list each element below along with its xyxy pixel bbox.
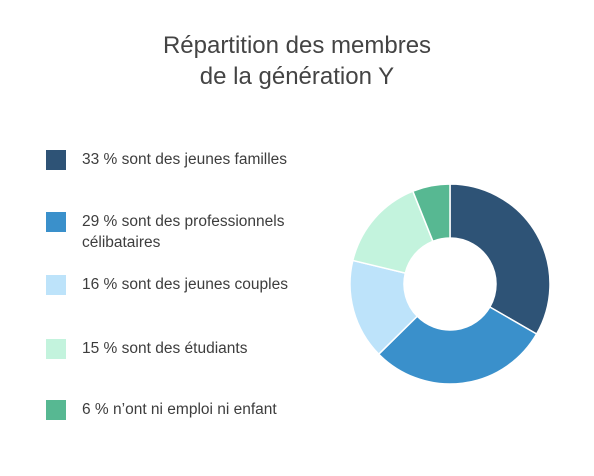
legend-swatch-etudiants — [46, 339, 66, 359]
legend-swatch-jeunes-familles — [46, 150, 66, 170]
legend-swatch-jeunes-couples — [46, 275, 66, 295]
legend-label-etudiants: 15 % sont des étudiants — [82, 340, 248, 357]
legend-swatch-professionnels-celibataires — [46, 212, 66, 232]
chart-title: Répartition des membres de la génération… — [0, 30, 594, 92]
donut-chart — [349, 183, 551, 385]
legend-label-sans-emploi-ni-enfant: 6 % n’ont ni emploi ni enfant — [82, 401, 277, 418]
legend-label-jeunes-couples: 16 % sont des jeunes couples — [82, 276, 288, 293]
slice-professionnels-celibataires — [377, 305, 538, 385]
legend-label-professionnels-celibataires: 29 % sont des professionnels célibataire… — [82, 213, 285, 251]
legend-swatch-sans-emploi-ni-enfant — [46, 400, 66, 420]
chart-title-line-1: Répartition des membres — [162, 32, 432, 59]
slice-sans-emploi-ni-enfant — [411, 183, 451, 243]
chart-title-line-2: de la génération Y — [199, 63, 395, 90]
legend-label-jeunes-familles: 33 % sont des jeunes familles — [82, 151, 288, 168]
slice-jeunes-familles — [449, 183, 551, 336]
